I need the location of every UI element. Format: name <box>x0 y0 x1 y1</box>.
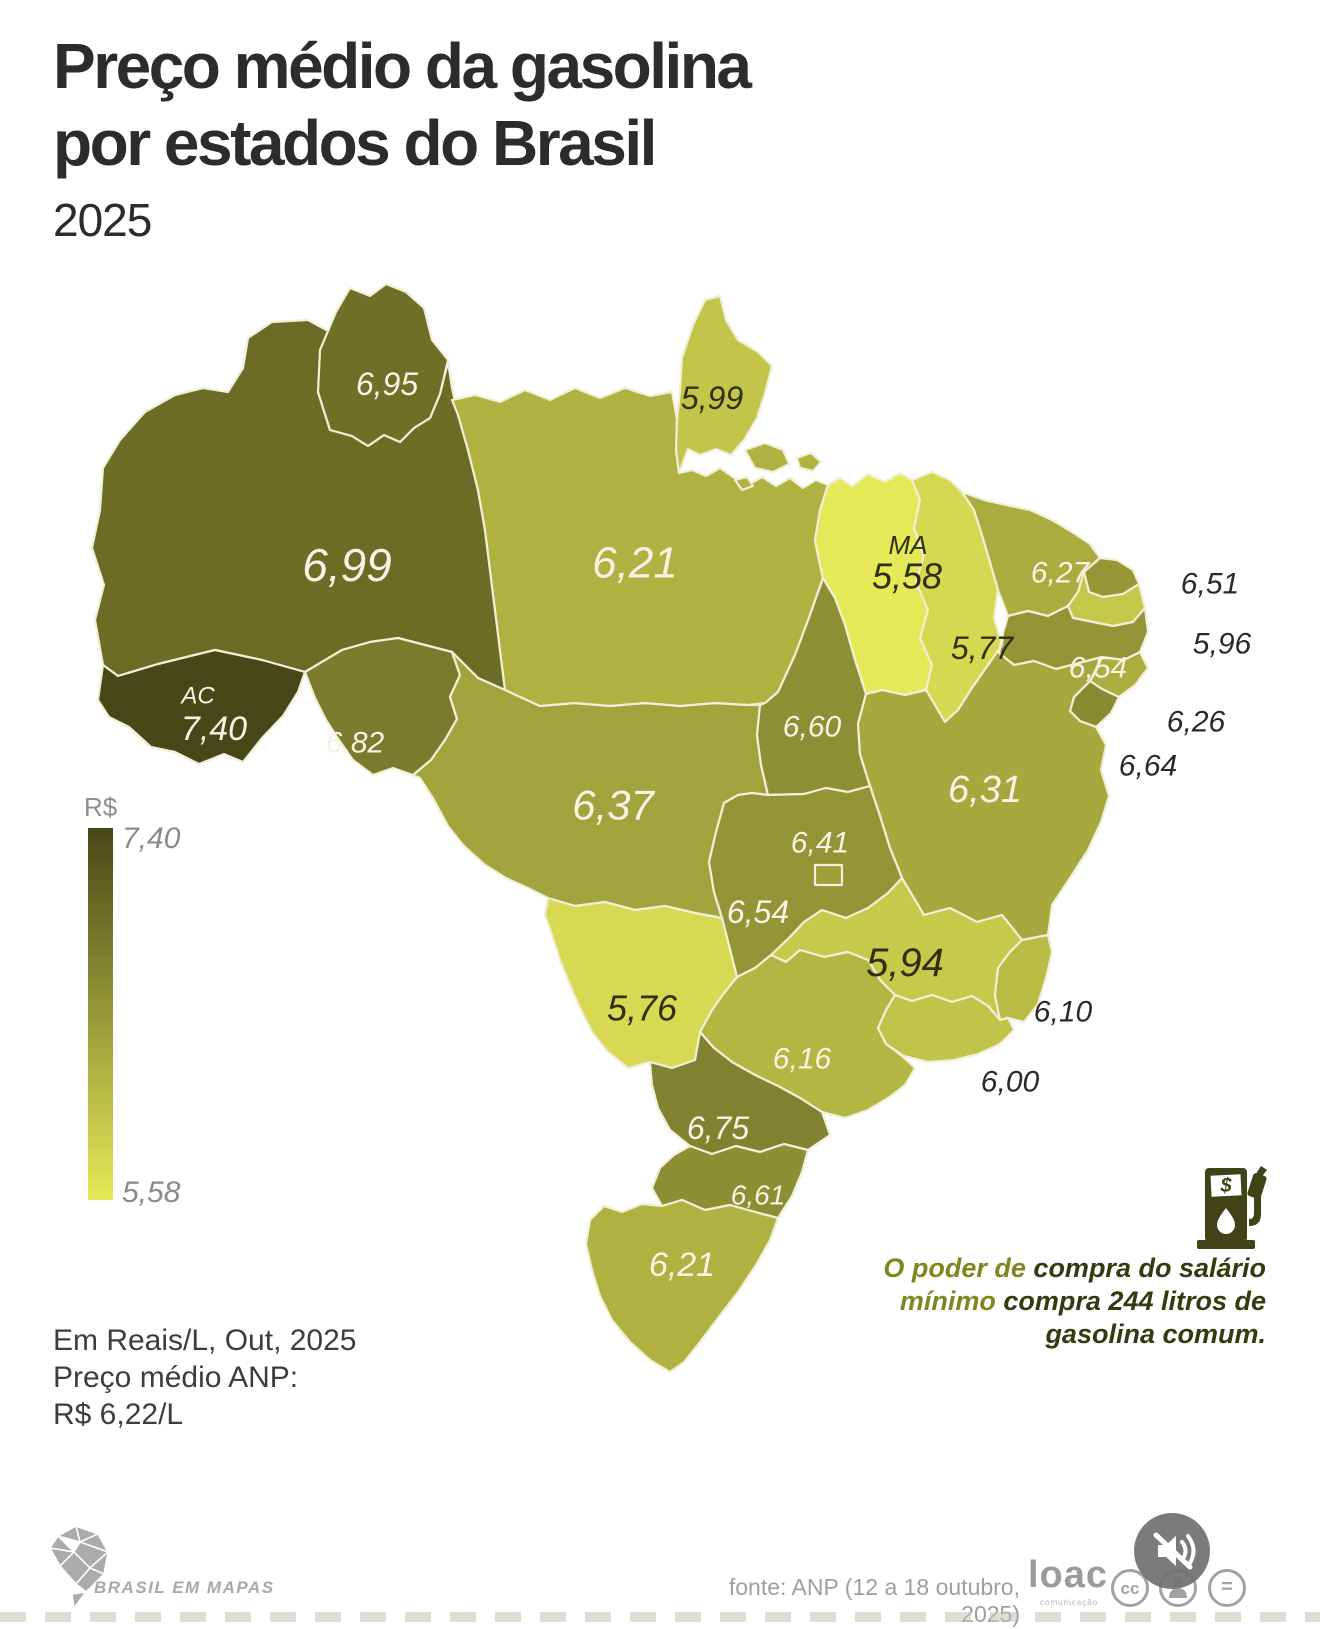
muted-speaker-icon <box>1153 1532 1196 1570</box>
state-am-price-label: 6,99 <box>302 539 392 591</box>
source-note: fonte: ANP (12 a 18 outubro, 2025) <box>728 1574 1020 1627</box>
legend-currency-label: R$ <box>84 792 118 822</box>
state-es-price-label: 6,10 <box>1034 996 1093 1029</box>
state-ro-price-label: 6,82 <box>326 727 385 760</box>
brasil-em-mapas-label: BRASIL EM MAPAS <box>94 1578 275 1597</box>
state-sp-price-label: 6,16 <box>773 1043 832 1076</box>
state-mt-price-label: 6,37 <box>572 782 655 829</box>
title-line-1: Preço médio da gasolina <box>53 30 752 102</box>
legend-note-line-2: Preço médio ANP: <box>53 1361 299 1394</box>
state-ap-shape <box>674 294 774 475</box>
callout-line-3: gasolina comum. <box>880 1318 1266 1351</box>
mute-button[interactable] <box>1134 1513 1210 1589</box>
state-al-price-label: 6,26 <box>1167 706 1226 739</box>
state-pr-price-label: 6,75 <box>687 1110 749 1146</box>
legend-max-value: 7,40 <box>122 822 181 855</box>
state-se-price-label: 6,64 <box>1119 750 1177 783</box>
state-rj-price-label: 6,00 <box>981 1066 1040 1099</box>
callout-line-2: mínimo compra 244 litros de <box>880 1285 1266 1318</box>
delta-island-1-shape <box>743 441 791 474</box>
state-es-shape <box>993 933 1054 1024</box>
state-go-price-label: 6,54 <box>727 894 789 930</box>
callout-segment: mínimo <box>899 1286 1004 1316</box>
state-ma-price-label: 5,58 <box>872 556 942 597</box>
state-pb-price-label: 5,96 <box>1193 628 1252 661</box>
state-rr-price-label: 6,95 <box>356 366 418 402</box>
state-rs-shape <box>584 1198 780 1374</box>
state-rr-shape <box>316 282 450 448</box>
state-ba-price-label: 6,31 <box>948 769 1022 811</box>
state-mg-price-label: 5,94 <box>866 941 944 985</box>
state-ma-code-label: MA <box>889 530 928 560</box>
brasil-em-mapas-logo <box>48 1524 110 1610</box>
legend-note-line-1: Em Reais/L, Out, 2025 <box>53 1324 357 1357</box>
legend-gradient-bar <box>88 828 113 1200</box>
fuel-pump-icon: $ <box>1197 1166 1267 1249</box>
state-pa-price-label: 6,21 <box>592 539 678 588</box>
cc-equal-icon: = <box>1208 1569 1246 1607</box>
bottom-preview-strip <box>0 1612 1320 1622</box>
state-sc-price-label: 6,61 <box>731 1180 786 1211</box>
state-rn-price-label: 6,51 <box>1181 568 1239 601</box>
state-ac-price-label: 7,40 <box>181 710 247 748</box>
state-to-price-label: 6,60 <box>783 711 842 744</box>
state-df-price-label: 6,41 <box>791 827 849 860</box>
callout-segment: compra 244 litros de <box>1003 1286 1266 1316</box>
callout-line-1: O poder de compra do salário <box>880 1252 1266 1285</box>
state-ac-shape <box>96 648 307 766</box>
state-ac-code-label: AC <box>179 683 215 710</box>
state-ap-price-label: 5,99 <box>681 380 743 416</box>
state-df-shape <box>813 863 844 887</box>
state-ce-price-label: 6,27 <box>1031 557 1091 590</box>
svg-text:$: $ <box>1219 1175 1232 1197</box>
title-line-2: por estados do Brasil <box>53 107 657 179</box>
delta-island-3-shape <box>733 475 755 492</box>
loac-logo: loac <box>1028 1554 1109 1596</box>
state-pi-price-label: 5,77 <box>951 630 1014 666</box>
state-rs-price-label: 6,21 <box>649 1246 715 1284</box>
title-year: 2025 <box>53 194 152 246</box>
delta-island-2-shape <box>795 451 823 473</box>
loac-logo-subtext: comunicação <box>1040 1598 1099 1607</box>
callout-segment: O poder de <box>883 1253 1034 1283</box>
state-pe-price-label: 6,54 <box>1069 652 1127 685</box>
state-ms-price-label: 5,76 <box>607 988 678 1029</box>
callout-segment: compra do salário <box>1033 1253 1266 1283</box>
legend-note-line-3: R$ 6,22/L <box>53 1398 184 1431</box>
page-title: Preço médio da gasolina por estados do B… <box>53 28 752 182</box>
legend-min-value: 5,58 <box>122 1176 181 1209</box>
purchasing-power-callout: O poder de compra do salário mínimo compr… <box>880 1252 1266 1351</box>
legend-note: Em Reais/L, Out, 2025 Preço médio ANP: R… <box>53 1322 357 1433</box>
callout-segment: gasolina comum. <box>1045 1319 1266 1349</box>
